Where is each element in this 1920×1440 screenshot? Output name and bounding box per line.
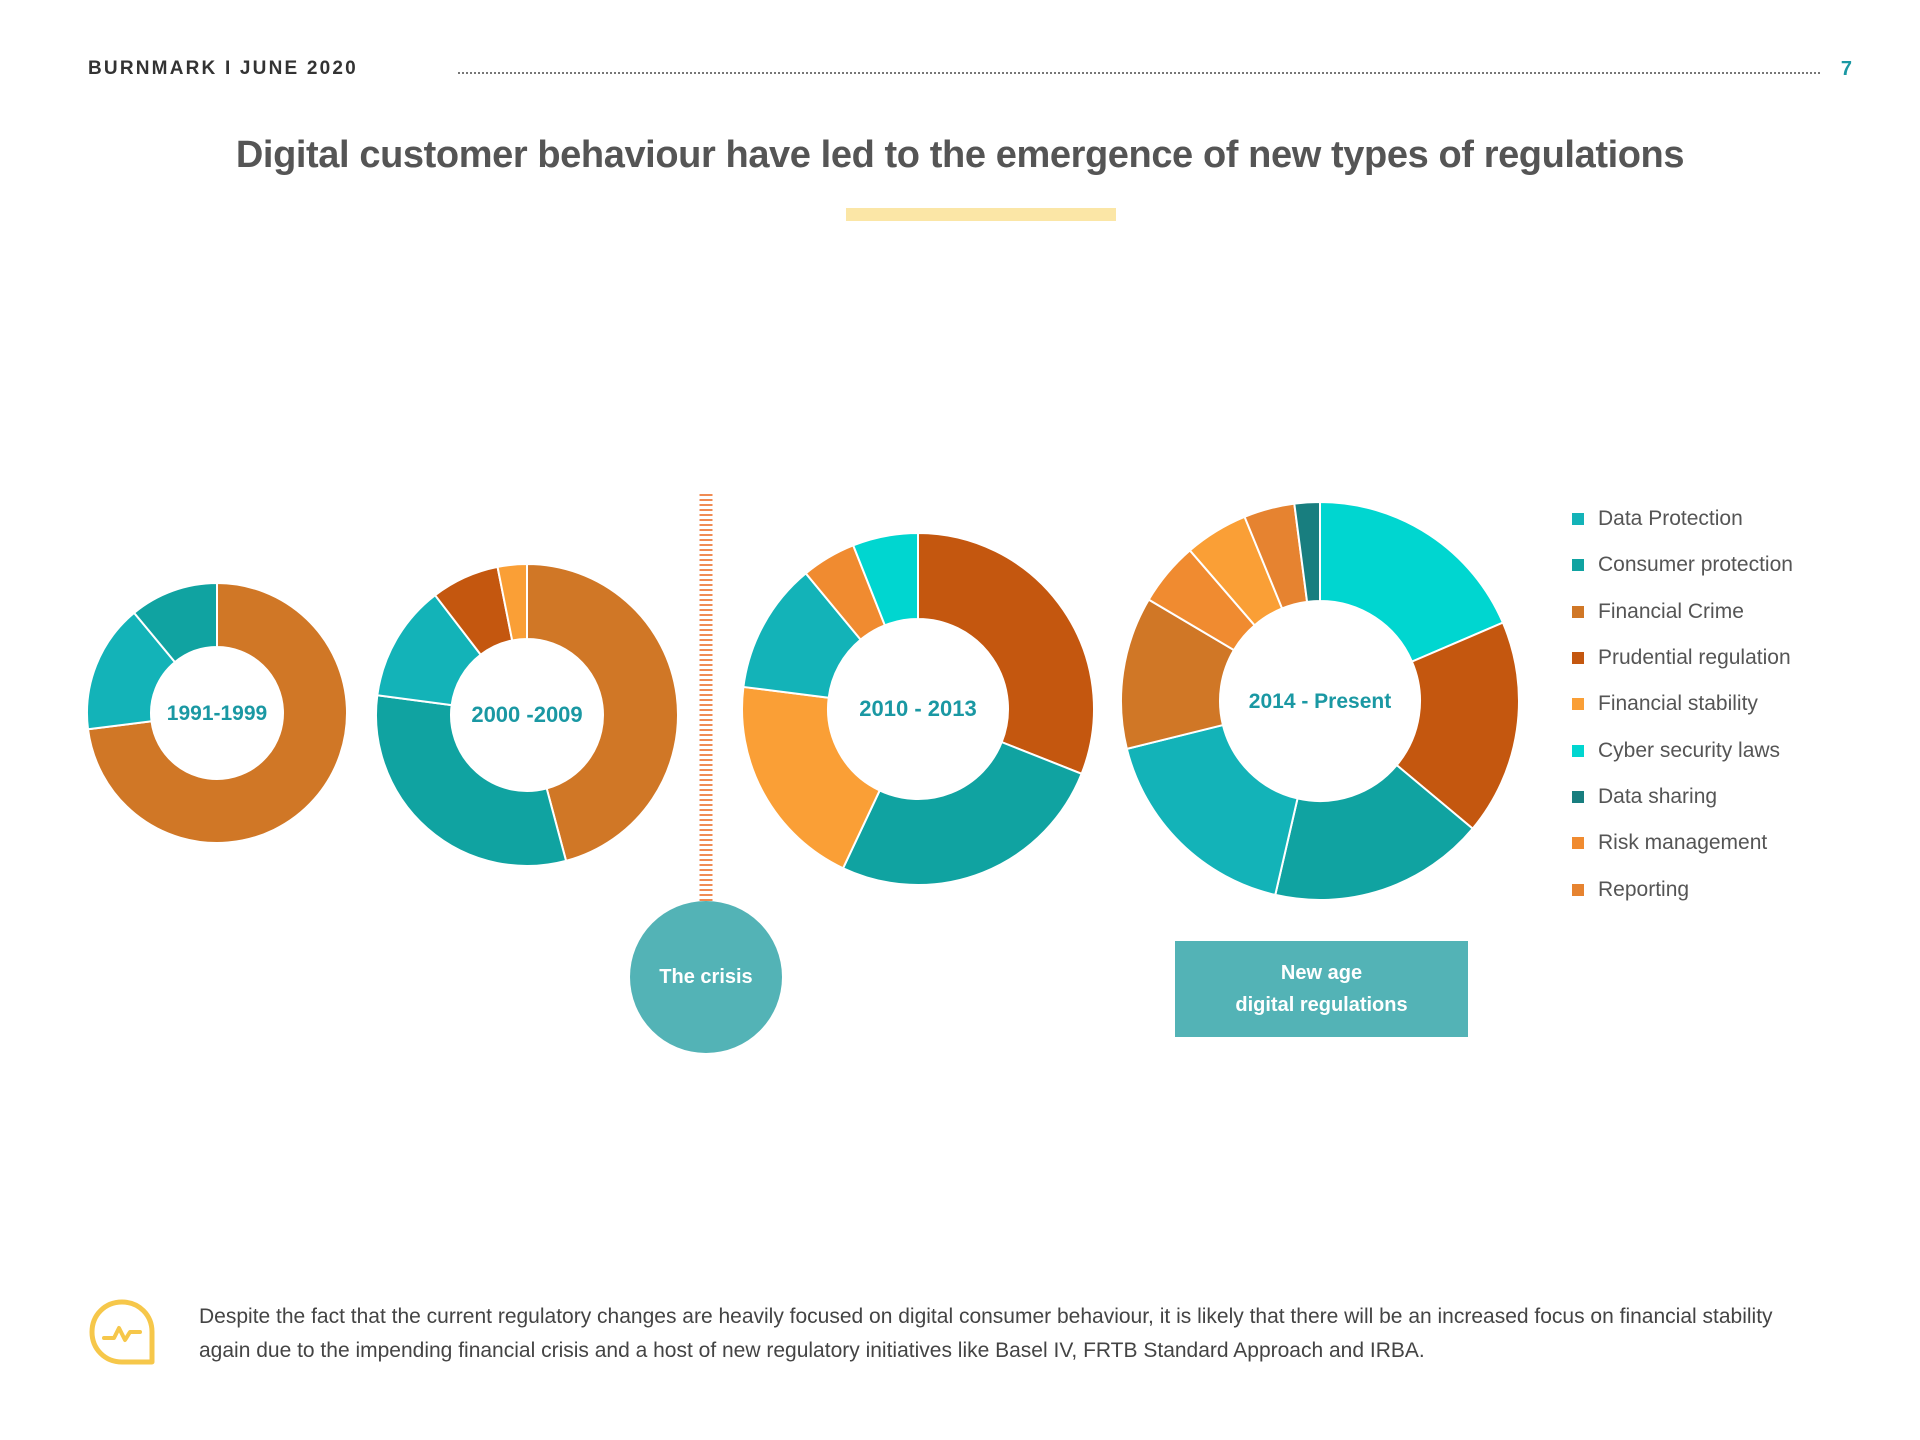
legend-label: Prudential regulation (1598, 646, 1791, 670)
donut-slice (1319, 500, 1505, 663)
legend-item: Data Protection (1572, 496, 1793, 542)
legend-item: Data sharing (1572, 774, 1793, 820)
legend-swatch (1572, 744, 1584, 757)
donut-chart: 1991-1999 (86, 581, 348, 844)
legend-item: Reporting (1572, 866, 1793, 912)
legend-label: Risk management (1598, 831, 1768, 855)
legend-swatch (1572, 559, 1584, 572)
legend-swatch (1572, 790, 1584, 803)
donut-period-label: 1991-1999 (167, 702, 267, 725)
donut-period-label: 2000 -2009 (471, 702, 582, 727)
legend-swatch (1572, 652, 1584, 665)
legend-swatch (1572, 698, 1584, 711)
donut-slice (1274, 763, 1475, 901)
legend-label: Reporting (1598, 877, 1690, 901)
donut-slice (1395, 621, 1520, 831)
donut-slice (851, 531, 919, 627)
donut-slice (1293, 500, 1321, 603)
legend-item: Consumer protection (1572, 542, 1793, 588)
donut-period-label: 2010 - 2013 (859, 696, 976, 721)
donut-slice (496, 562, 528, 642)
donut-period-label: 2014 - Present (1249, 690, 1391, 713)
legend-swatch (1572, 605, 1584, 618)
legend-item: Cyber security laws (1572, 727, 1793, 773)
header-brand-date: BURNMARK I JUNE 2020 (88, 58, 358, 79)
donut-slice (741, 685, 882, 870)
legend-swatch (1572, 837, 1584, 850)
donut-slice (132, 581, 218, 664)
legend-item: Financial Crime (1572, 589, 1793, 635)
header-dotted-rule (458, 72, 1820, 74)
new-age-label: New age digital regulations (1175, 941, 1468, 1037)
page-title: Digital customer behaviour have led to t… (235, 134, 1685, 176)
legend-item: Risk management (1572, 820, 1793, 866)
donut-slice (917, 531, 1095, 776)
donut-slice (526, 562, 679, 863)
new-age-line1: New age (1280, 962, 1363, 984)
insight-bubble-icon (89, 1299, 155, 1365)
legend-label: Financial stability (1598, 692, 1758, 716)
legend: Data Protection Consumer protection Financ… (1572, 496, 1793, 913)
donut-chart: 2010 - 2013 (741, 531, 1095, 886)
donut-chart: 2014 - Present (1120, 500, 1520, 901)
legend-swatch (1572, 883, 1584, 896)
donut-slice (86, 581, 348, 844)
legend-swatch (1572, 513, 1584, 526)
crisis-marker: The crisis (630, 901, 782, 1053)
legend-label: Consumer protection (1598, 553, 1793, 577)
title-underline (846, 208, 1116, 221)
footer-note: Despite the fact that the current regula… (199, 1305, 1773, 1362)
legend-label: Data Protection (1598, 507, 1743, 531)
donut-slice (841, 740, 1083, 886)
legend-item: Prudential regulation (1572, 635, 1793, 681)
donut-slice (1125, 723, 1299, 897)
legend-label: Cyber security laws (1598, 738, 1781, 762)
donut-chart: 2000 -2009 (375, 562, 679, 867)
legend-label: Financial Crime (1598, 599, 1744, 623)
page-number: 7 (1840, 58, 1852, 80)
legend-label: Data sharing (1598, 784, 1718, 808)
donut-slice (375, 694, 568, 867)
legend-item: Financial stability (1572, 681, 1793, 727)
new-age-line2: digital regulations (1235, 994, 1408, 1016)
